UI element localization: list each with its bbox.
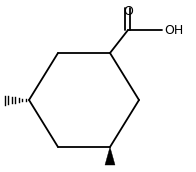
Text: OH: OH xyxy=(164,24,183,36)
Polygon shape xyxy=(105,147,115,165)
Text: O: O xyxy=(123,5,133,18)
